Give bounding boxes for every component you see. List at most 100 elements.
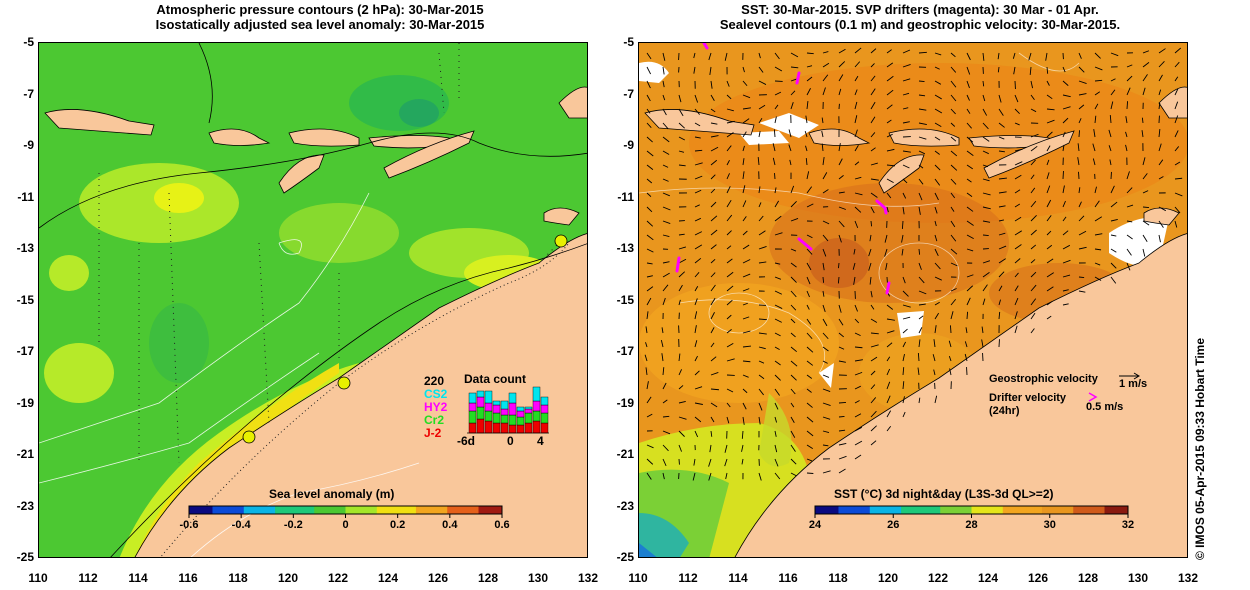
velocity-arrow <box>902 49 911 54</box>
colorbar-swatch <box>846 506 855 514</box>
velocity-arrow <box>646 413 653 418</box>
velocity-arrow <box>806 374 813 379</box>
velocity-arrow <box>1126 171 1130 180</box>
velocity-arrow <box>1093 129 1096 138</box>
velocity-arrow <box>660 339 664 348</box>
velocity-arrow <box>886 206 889 213</box>
velocity-arrow <box>1078 93 1087 96</box>
velocity-arrow <box>1094 248 1102 251</box>
colorbar-swatch <box>196 506 206 514</box>
velocity-arrow <box>790 217 799 222</box>
colorbar-swatch <box>447 506 456 514</box>
velocity-arrow <box>1030 145 1038 152</box>
velocity-arrow <box>806 304 810 310</box>
velocity-arrow <box>822 374 830 378</box>
velocity-arrow <box>758 230 766 236</box>
velocity-arrow <box>1062 230 1069 236</box>
velocity-arrow <box>1174 61 1180 68</box>
velocity-arrow <box>934 312 940 320</box>
data-count-x-end: 4 <box>537 434 544 448</box>
velocity-arrow <box>950 66 957 73</box>
velocity-arrow <box>854 75 859 82</box>
velocity-arrow <box>742 288 750 292</box>
velocity-arrow <box>1078 230 1087 236</box>
colorbar-swatch <box>189 506 198 514</box>
data-count-x-zero: 0 <box>507 434 514 448</box>
velocity-arrow <box>950 248 958 255</box>
velocity-arrow <box>694 386 703 390</box>
velocity-arrow <box>854 89 858 96</box>
velocity-arrow <box>1142 206 1150 208</box>
velocity-arrow <box>950 108 956 115</box>
velocity-arrow <box>772 143 776 152</box>
velocity-arrow <box>710 244 717 250</box>
velocity-arrow <box>678 385 684 390</box>
velocity-arrow <box>998 311 1001 320</box>
velocity-arrow <box>742 244 750 250</box>
velocity-arrow <box>1174 47 1182 54</box>
velocity-arrow <box>1046 80 1050 86</box>
velocity-arrow <box>1077 157 1080 166</box>
data-count-bar <box>500 414 509 424</box>
velocity-arrow <box>774 360 781 366</box>
velocity-arrow <box>662 108 667 116</box>
colorbar-tick-label: 24 <box>808 519 822 531</box>
velocity-arrow <box>774 290 783 295</box>
y-tick-label: -13 <box>616 241 634 255</box>
velocity-arrow <box>806 346 814 353</box>
velocity-arrow <box>1174 146 1180 152</box>
velocity-arrow <box>1078 52 1082 59</box>
velocity-arrow <box>1062 185 1065 194</box>
velocity-arrow <box>1062 80 1069 86</box>
velocity-arrow <box>662 367 665 376</box>
y-tick-label: -23 <box>616 498 634 513</box>
velocity-arrow <box>1110 219 1118 222</box>
velocity-arrow <box>868 248 872 257</box>
velocity-arrow <box>710 135 719 138</box>
velocity-arrow <box>1110 234 1117 237</box>
velocity-arrow <box>646 80 651 89</box>
colorbar-swatch <box>830 506 839 514</box>
velocity-arrow <box>1062 66 1066 73</box>
data-count-bar <box>508 402 517 416</box>
velocity-arrow <box>694 189 702 194</box>
velocity-arrow <box>645 342 648 348</box>
velocity-arrow <box>1030 259 1036 264</box>
colorbar-swatch <box>337 506 346 514</box>
velocity-arrow <box>806 360 814 366</box>
velocity-arrow <box>1126 204 1134 208</box>
velocity-arrow <box>1078 104 1085 110</box>
velocity-arrow <box>1158 176 1164 180</box>
velocity-arrow <box>710 159 718 166</box>
y-tick-label: -25 <box>616 550 634 564</box>
velocity-arrow <box>1030 284 1037 292</box>
velocity-arrow <box>646 192 652 197</box>
data-count-x-start: -6d <box>457 434 475 448</box>
velocity-arrow <box>950 311 954 320</box>
velocity-arrow <box>966 192 973 197</box>
velocity-arrow <box>774 374 781 381</box>
velocity-arrow <box>710 297 716 306</box>
velocity-arrow <box>886 425 892 432</box>
velocity-arrow <box>821 143 824 152</box>
colorbar-swatch <box>838 506 847 514</box>
colorbar-swatch <box>869 506 879 514</box>
velocity-arrow <box>966 108 971 114</box>
velocity-arrow <box>1030 133 1039 138</box>
velocity-arrow <box>1094 103 1099 110</box>
colorbar-swatch <box>1057 506 1066 514</box>
velocity-arrow <box>741 458 744 465</box>
velocity-arrow <box>790 276 797 283</box>
velocity-arrow <box>886 164 896 167</box>
colorbar-swatch <box>431 506 440 514</box>
velocity-arrow <box>886 342 893 348</box>
velocity-arrow <box>902 121 910 124</box>
velocity-arrow <box>886 192 892 199</box>
velocity-arrow <box>870 101 876 110</box>
colorbar-swatch <box>462 506 472 514</box>
drifter-velocity-label: Drifter velocity <box>989 392 1067 404</box>
velocity-arrow <box>1174 130 1179 138</box>
velocity-arrow <box>646 66 652 75</box>
velocity-arrow <box>1142 173 1148 180</box>
sst-svg <box>639 43 1187 557</box>
